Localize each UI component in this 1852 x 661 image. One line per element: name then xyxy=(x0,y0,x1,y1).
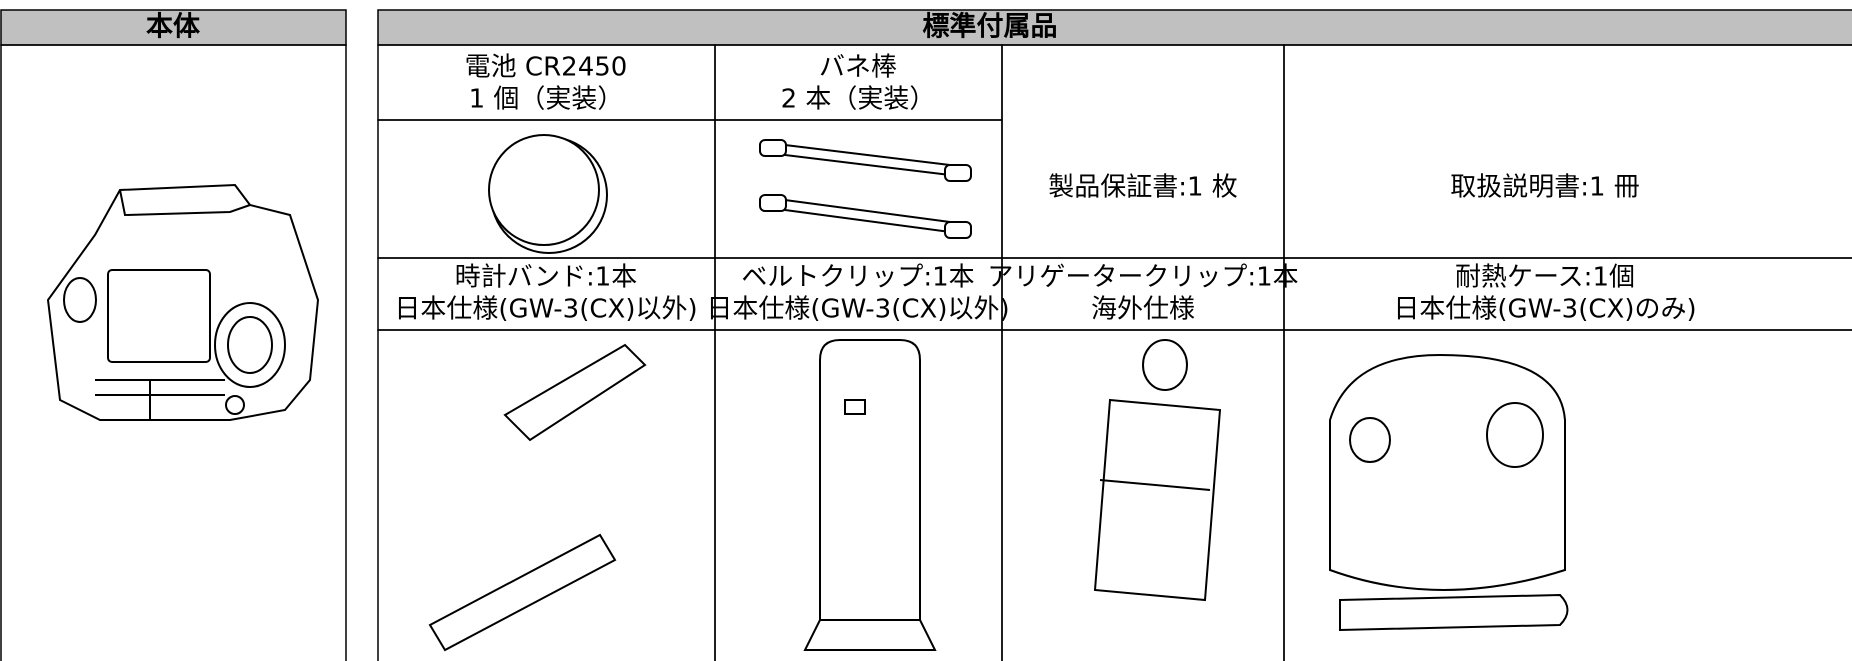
item-label: 取扱説明書:1 冊 xyxy=(1450,173,1640,203)
body-header-cell xyxy=(0,9,347,46)
accessories-header-cell xyxy=(377,9,1852,46)
item-label: 電池 CR2450 xyxy=(465,53,628,83)
item-label: 日本仕様(GW-3(CX)のみ) xyxy=(1393,295,1696,325)
alligator-clip-drawing xyxy=(1093,339,1222,602)
cell xyxy=(377,329,716,661)
item-label: 日本仕様(GW-3(CX)以外) xyxy=(394,295,697,325)
item-label: 日本仕様(GW-3(CX)以外) xyxy=(706,295,1009,325)
item-label: ベルトクリップ:1本 xyxy=(741,263,974,293)
band-drawing xyxy=(428,343,647,652)
item-label: 海外仕様 xyxy=(1091,295,1195,325)
item-label: バネ棒 xyxy=(819,53,897,83)
item-label: 製品保証書:1 枚 xyxy=(1048,173,1238,203)
item-label: 1 個（実装） xyxy=(469,85,624,115)
item-label: アリゲータークリップ:1本 xyxy=(987,263,1298,293)
heat-case-drawing xyxy=(1329,353,1569,632)
item-label: 2 本（実装） xyxy=(781,85,936,115)
belt-clip-drawing xyxy=(803,339,937,651)
cell xyxy=(1283,329,1852,661)
watch-drawing xyxy=(46,183,320,421)
item-label: 耐熱ケース:1個 xyxy=(1455,263,1635,293)
battery-drawing xyxy=(488,134,608,254)
item-label: 時計バンド:1本 xyxy=(455,263,638,293)
cell xyxy=(1283,44,1852,259)
cell xyxy=(1001,44,1285,259)
body-image-cell xyxy=(0,44,347,661)
spring-bar-drawing xyxy=(759,139,972,239)
accessories-header: 標準付属品 xyxy=(923,11,1058,43)
body-header: 本体 xyxy=(146,12,201,43)
